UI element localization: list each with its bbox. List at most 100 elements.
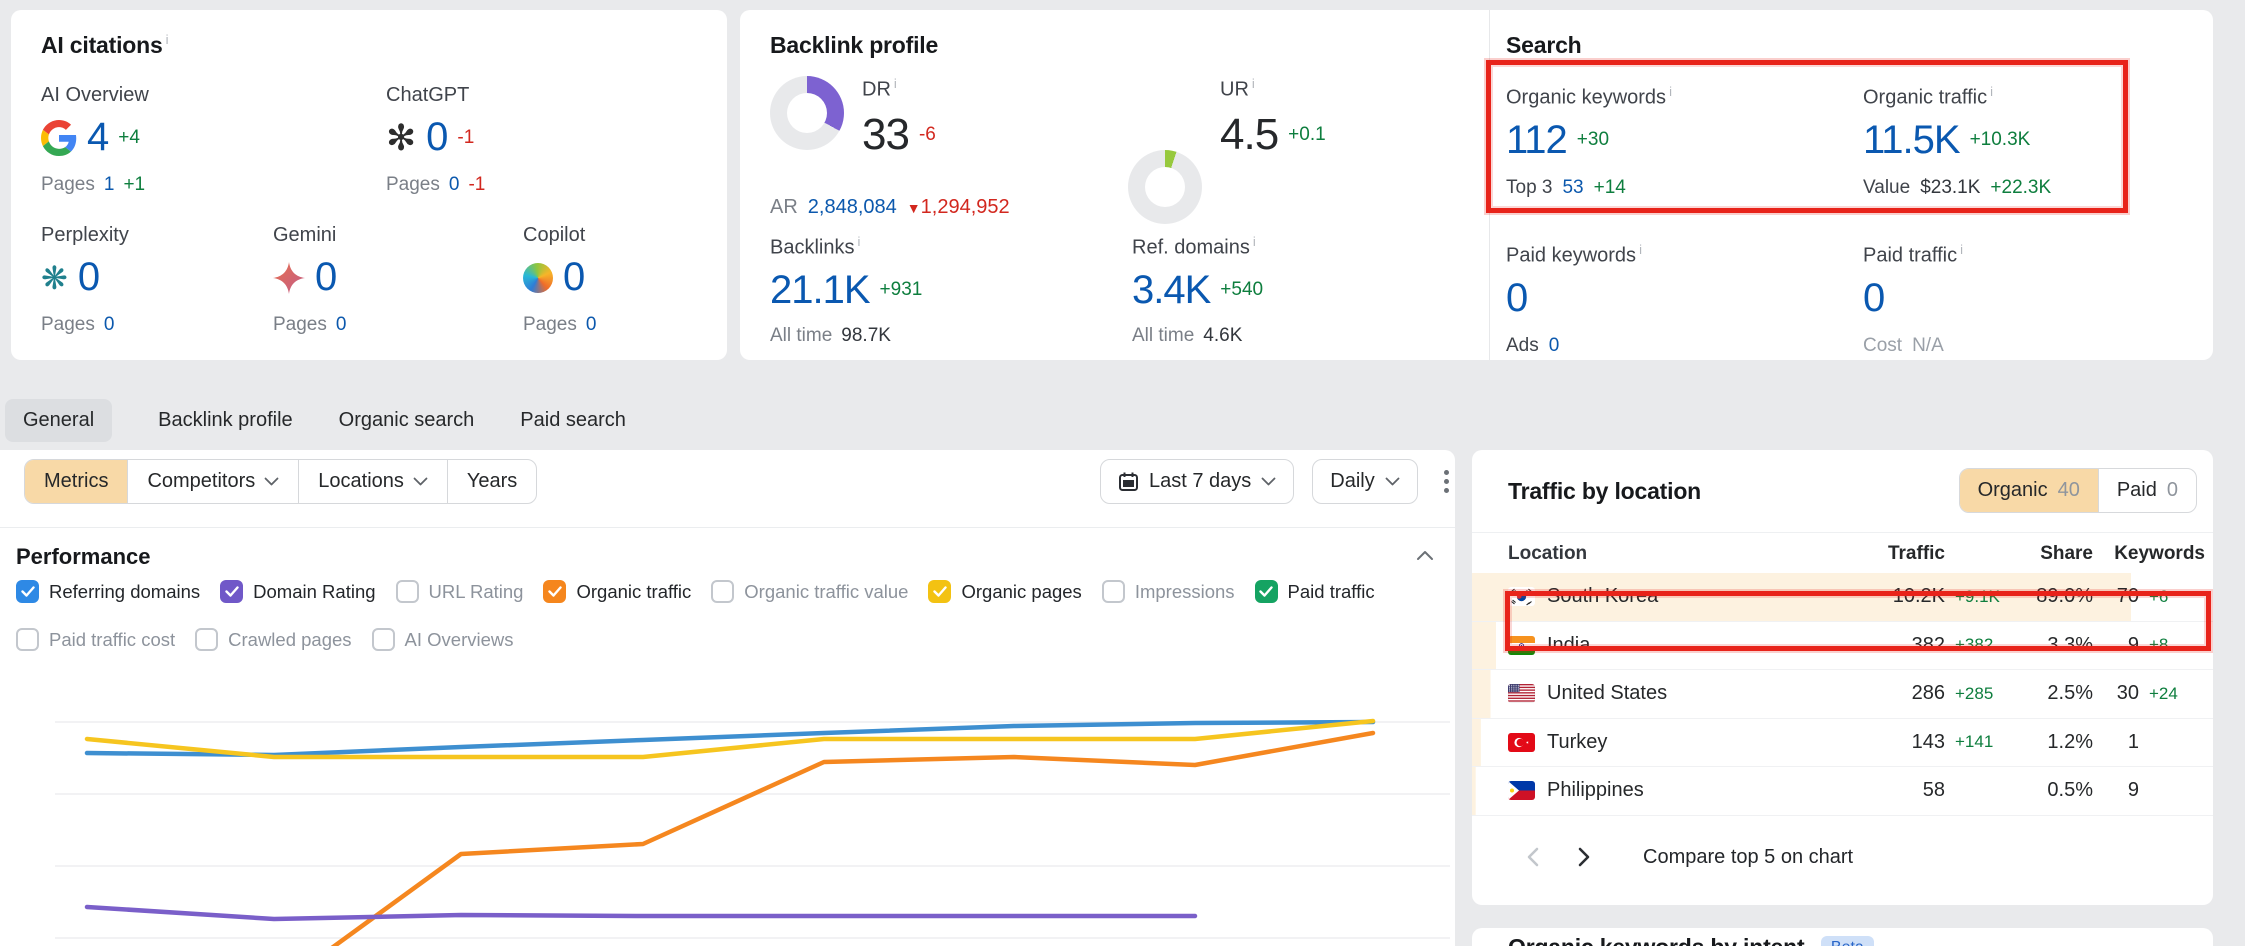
checkbox-domain-rating[interactable]: Domain Rating [220,580,376,603]
flag-icon-in [1508,635,1535,655]
tab-backlink-profile[interactable]: Backlink profile [158,408,293,431]
organic-traffic-metric: Organic traffic i 11.5K +10.3K Value $23.1K… [1863,84,2052,198]
ai-value-link[interactable]: 4 [87,115,109,159]
traffic-table-header: Location Traffic Share Keywords [1508,543,2205,564]
pages-value-link[interactable]: 1 [103,174,115,195]
chart-line-organic-pages [84,718,1376,760]
dr-value: 33 [862,109,910,159]
ads-value-link[interactable]: 0 [1548,334,1560,356]
checkbox-referring-domains[interactable]: Referring domains [16,580,200,603]
traffic-row-south-korea[interactable]: South Korea 10.2K +9.1K 89.0% 70 +6 [1472,573,2213,622]
traffic-value: 10.2K [1892,585,1945,608]
toolbar-divider [0,527,1455,528]
section-tabs: General Backlink profile Organic search Pai… [5,396,626,444]
backlink-search-card: Backlink profile DR i 33 -6 UR i 4.5 +0.1 AR… [740,10,2213,360]
ai-citation-chatgpt: ChatGPT ✻ 0 -1 Pages 0 -1 [386,84,486,195]
locations-button[interactable]: Locations [299,460,448,503]
check-icon [1259,586,1273,597]
granularity-button[interactable]: Daily [1312,459,1418,504]
ai-citation-ai-overview: AI Overview 4 +4 Pages 1 +1 [41,84,149,195]
checkbox-paid-traffic[interactable]: Paid traffic [1254,580,1375,603]
info-icon: i [165,32,169,48]
metrics-button[interactable]: Metrics [25,460,129,503]
checkbox-impressions[interactable]: Impressions [1101,580,1235,603]
backlinks-value-link[interactable]: 21.1K [770,267,871,312]
traffic-row-united-states[interactable]: United States 286 +285 2.5% 30 +24 [1472,670,2213,719]
checkbox-organic-traffic[interactable]: Organic traffic [543,580,691,603]
keywords-value-link[interactable]: 9 [2127,779,2139,802]
organic-paid-toggle: Organic 40 Paid 0 [1958,468,2197,513]
traffic-delta: +9.1K [1955,586,2000,606]
country-name: Turkey [1547,730,1608,753]
pages-value-link[interactable]: 0 [103,314,115,335]
checkbox-ai-overviews[interactable]: AI Overviews [371,628,514,651]
traffic-value: 143 [1911,730,1945,753]
organic-keywords-metric: Organic keywords i 112 +30 Top 3 53 +14 [1506,84,1672,198]
checkbox-crawled-pages[interactable]: Crawled pages [195,628,352,651]
keywords-value-link[interactable]: 9 [2127,633,2139,656]
collapse-section-button[interactable] [1416,550,1434,561]
ai-citations-row-1: AI Overview 4 +4 Pages 1 +1 ChatGPT ✻ 0 -1 Pages 0-… [41,84,717,196]
share-value: 2.5% [2047,682,2093,705]
share-value: 89.0% [2036,585,2093,608]
ai-value-link[interactable]: 0 [426,115,448,159]
pages-value-link[interactable]: 0 [448,174,460,195]
country-name: South Korea [1547,585,1659,608]
competitors-button[interactable]: Competitors [128,460,300,503]
keywords-value-link[interactable]: 70 [2116,585,2139,608]
traffic-row-india[interactable]: India 382 +382 3.3% 9 +8 [1472,621,2213,670]
tab-organic-search[interactable]: Organic search [338,408,475,431]
next-page-button[interactable] [1578,847,1591,867]
flag-icon-ph [1508,781,1535,801]
beta-badge: Beta [1820,936,1874,946]
dr-metric: DR i 33 -6 [862,76,936,159]
ur-donut-chart [1128,150,1202,224]
compare-top5-link[interactable]: Compare top 5 on chart [1643,845,1854,868]
checkbox-organic-traffic-value[interactable]: Organic traffic value [711,580,908,603]
tab-paid-search[interactable]: Paid search [520,408,626,431]
pages-value-link[interactable]: 0 [585,314,597,335]
checkbox-organic-pages[interactable]: Organic pages [928,580,1082,603]
ai-value-link[interactable]: 0 [77,255,100,299]
calendar-icon [1119,472,1138,491]
ref-domains-value-link[interactable]: 3.4K [1132,267,1211,312]
ai-citation-gemini: Gemini 0 Pages 0 [273,224,347,335]
ai-value-link[interactable]: 0 [563,255,585,299]
performance-chart[interactable] [55,700,1450,946]
country-name: Philippines [1547,779,1644,802]
keywords-delta: +6 [2149,586,2169,606]
paid-keywords-metric: Paid keywords i 0 Ads 0 [1506,242,1642,356]
organic-toggle-option[interactable]: Organic 40 [1959,469,2098,512]
keywords-value-link[interactable]: 30 [2116,682,2139,705]
traffic-row-philippines[interactable]: Philippines 58 0.5% 9 [1472,767,2213,816]
paid-toggle-option[interactable]: Paid 0 [2097,469,2196,512]
traffic-row-turkey[interactable]: Turkey 143 +141 1.2% 1 [1472,718,2213,767]
ai-citation-copilot: Copilot 0 Pages 0 [523,224,597,335]
chatgpt-icon: ✻ [386,116,417,158]
date-range-button[interactable]: Last 7 days [1100,459,1295,504]
metrics-segmented-control: Metrics Competitors Locations Years [24,459,538,504]
more-options-button[interactable] [1436,462,1457,501]
metric-checkbox-row-1: Referring domains Domain Rating URL Rating… [16,580,1375,603]
ai-citations-card: AI citations i AI Overview 4 +4 Pages 1 +1 Chat… [11,10,727,360]
checkbox-paid-traffic-cost[interactable]: Paid traffic cost [16,628,175,651]
top3-value-link[interactable]: 53 [1562,176,1584,198]
paid-keywords-value-link[interactable]: 0 [1506,275,1528,320]
years-button[interactable]: Years [466,470,518,492]
organic-traffic-value-link[interactable]: 11.5K [1863,117,1961,162]
info-icon: i [1669,84,1672,99]
ar-value-link[interactable]: 2,848,084 [807,196,897,218]
tab-general[interactable]: General [5,398,113,442]
prev-page-button[interactable] [1526,847,1539,867]
info-icon: i [857,234,861,249]
traffic-delta: +382 [1955,635,1994,655]
organic-keywords-value-link[interactable]: 112 [1506,117,1568,162]
checkbox-url-rating[interactable]: URL Rating [395,580,523,603]
keywords-value-link[interactable]: 1 [2127,730,2139,753]
traffic-by-location-card: Traffic by location Organic 40 Paid 0 Loca… [1472,450,2213,905]
dr-donut-chart [770,76,844,150]
pages-value-link[interactable]: 0 [335,314,347,335]
ai-value-link[interactable]: 0 [315,255,337,299]
traffic-value: 382 [1911,633,1945,656]
